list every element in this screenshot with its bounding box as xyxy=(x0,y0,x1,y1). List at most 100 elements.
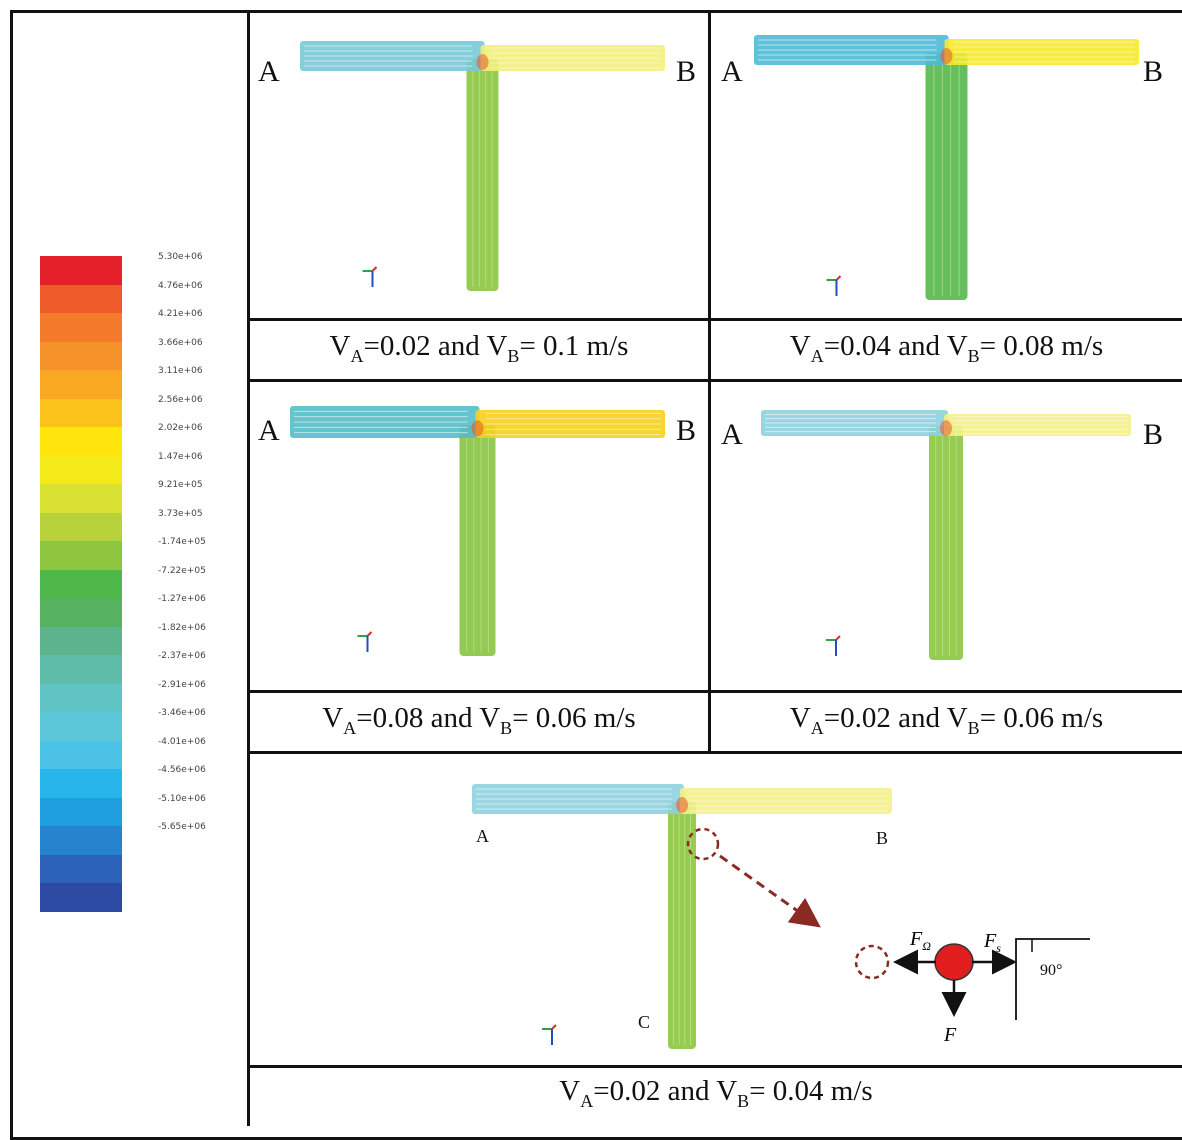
legend-tick-label: -1.27e+06 xyxy=(158,594,206,604)
label-b: B xyxy=(876,828,889,848)
junction-highlight xyxy=(676,797,688,813)
legend-tick-label: 3.11e+06 xyxy=(158,366,203,376)
legend-swatch xyxy=(40,797,122,826)
label-a: A xyxy=(258,55,280,88)
arm-b-band xyxy=(475,410,665,438)
legend-tick-label: 3.73e+05 xyxy=(158,508,203,519)
axis-triad-z xyxy=(835,635,841,641)
grid-hline-4 xyxy=(247,751,1182,754)
legend-swatch xyxy=(40,370,122,399)
particle xyxy=(934,943,974,981)
axis-triad-z xyxy=(366,631,373,637)
legend-tick-label: 1.47e+06 xyxy=(158,451,203,462)
label-b: B xyxy=(676,55,697,88)
legend-swatch xyxy=(40,740,122,769)
label-b: B xyxy=(1143,418,1164,451)
wall-corner xyxy=(1015,938,1090,1020)
axis-triad-z xyxy=(551,1024,557,1030)
legend-tick-label: 5.30e+06 xyxy=(158,252,203,262)
panel-3: A B xyxy=(250,382,708,690)
t-junction-streamlines xyxy=(754,35,1139,300)
legend-swatch xyxy=(40,313,122,342)
legend-swatch xyxy=(40,626,122,655)
label-b: B xyxy=(676,414,697,447)
legend-tick-label: 4.21e+06 xyxy=(158,309,203,319)
axis-triad-z xyxy=(835,275,842,281)
legend-tick-label: 9.21e+05 xyxy=(158,480,203,490)
legend-tick-label: -1.74e+05 xyxy=(158,537,206,547)
grid-hline-3 xyxy=(247,690,1182,693)
grid-hline-5 xyxy=(247,1065,1182,1068)
label-a: A xyxy=(476,826,489,846)
label-a: A xyxy=(721,418,743,451)
legend-tick-label: -7.22e+05 xyxy=(158,565,206,576)
panel-5: A B C FΩ Fs F 90° xyxy=(250,754,1182,1065)
legend-swatch xyxy=(40,854,122,883)
legend-swatch xyxy=(40,256,122,285)
legend-swatch xyxy=(40,284,122,313)
label-a: A xyxy=(721,55,743,88)
legend-tick-label: -2.91e+06 xyxy=(158,679,206,690)
legend-tick-label: -4.01e+06 xyxy=(158,736,206,747)
legend-swatch xyxy=(40,427,122,456)
stem-band xyxy=(466,59,499,291)
t-junction-streamlines xyxy=(761,410,1131,660)
legend-swatch xyxy=(40,341,122,370)
legend-divider xyxy=(247,10,250,1126)
legend-swatch xyxy=(40,455,122,484)
legend-ticks: 5.30e+06 4.76e+06 4.21e+06 3.66e+06 3.11e+06… xyxy=(158,250,206,849)
force-right-label: Fs xyxy=(984,930,1001,955)
color-legend xyxy=(40,256,122,912)
particle-ghost xyxy=(854,944,890,980)
caption-4: VA=0.02 and VB= 0.06 m/s xyxy=(789,702,1104,738)
stem-band xyxy=(925,53,968,300)
legend-swatch xyxy=(40,769,122,798)
legend-swatch xyxy=(40,683,122,712)
legend-tick-label: -5.65e+06 xyxy=(158,822,206,832)
label-a: A xyxy=(258,414,280,447)
stem-band xyxy=(459,425,496,656)
legend-swatch xyxy=(40,512,122,541)
legend-swatch xyxy=(40,655,122,684)
stem-band xyxy=(668,802,696,1049)
junction-highlight xyxy=(940,48,953,64)
panel-1: A B xyxy=(250,13,708,318)
caption-1: VA=0.02 and VB= 0.1 m/s xyxy=(329,330,629,366)
junction-highlight xyxy=(476,54,489,70)
caption-2: VA=0.04 and VB= 0.08 m/s xyxy=(789,330,1104,366)
legend-tick-label: -4.56e+06 xyxy=(158,765,206,775)
t-junction-streamlines xyxy=(472,784,892,1049)
legend-tick-label: 3.66e+06 xyxy=(158,337,203,348)
force-down-label: F xyxy=(944,1024,957,1046)
axis-triad-z xyxy=(371,266,378,272)
t-junction-streamlines xyxy=(300,41,665,291)
legend-tick-label: -5.10e+06 xyxy=(158,793,206,804)
legend-swatch xyxy=(40,569,122,598)
legend-tick-label: 4.76e+06 xyxy=(158,280,203,291)
grid-hline-2 xyxy=(247,379,1182,382)
caption-3: VA=0.08 and VB= 0.06 m/s xyxy=(322,702,636,738)
legend-swatch xyxy=(40,484,122,513)
legend-tick-label: -2.37e+06 xyxy=(158,651,206,661)
legend-tick-label: 2.56e+06 xyxy=(158,394,203,405)
legend-swatch xyxy=(40,712,122,741)
legend-swatch xyxy=(40,826,122,855)
arm-b-band xyxy=(480,45,665,71)
legend-swatch xyxy=(40,598,122,627)
label-c: C xyxy=(638,1012,651,1032)
label-b: B xyxy=(1143,55,1164,88)
grid-hline-1 xyxy=(247,318,1182,321)
legend-tick-label: 2.02e+06 xyxy=(158,423,203,433)
legend-tick-label: -3.46e+06 xyxy=(158,708,206,718)
zoom-arrow xyxy=(719,854,821,928)
legend-swatch xyxy=(40,883,122,912)
stem-band xyxy=(929,425,963,660)
zoom-circle xyxy=(686,827,720,861)
legend-swatch xyxy=(40,541,122,570)
angle-label: 90° xyxy=(1040,962,1063,979)
legend-swatch xyxy=(40,398,122,427)
force-diagram xyxy=(686,827,1090,1020)
junction-highlight xyxy=(940,420,952,437)
legend-tick-label: -1.82e+06 xyxy=(158,622,206,633)
t-junction-streamlines xyxy=(290,406,665,656)
